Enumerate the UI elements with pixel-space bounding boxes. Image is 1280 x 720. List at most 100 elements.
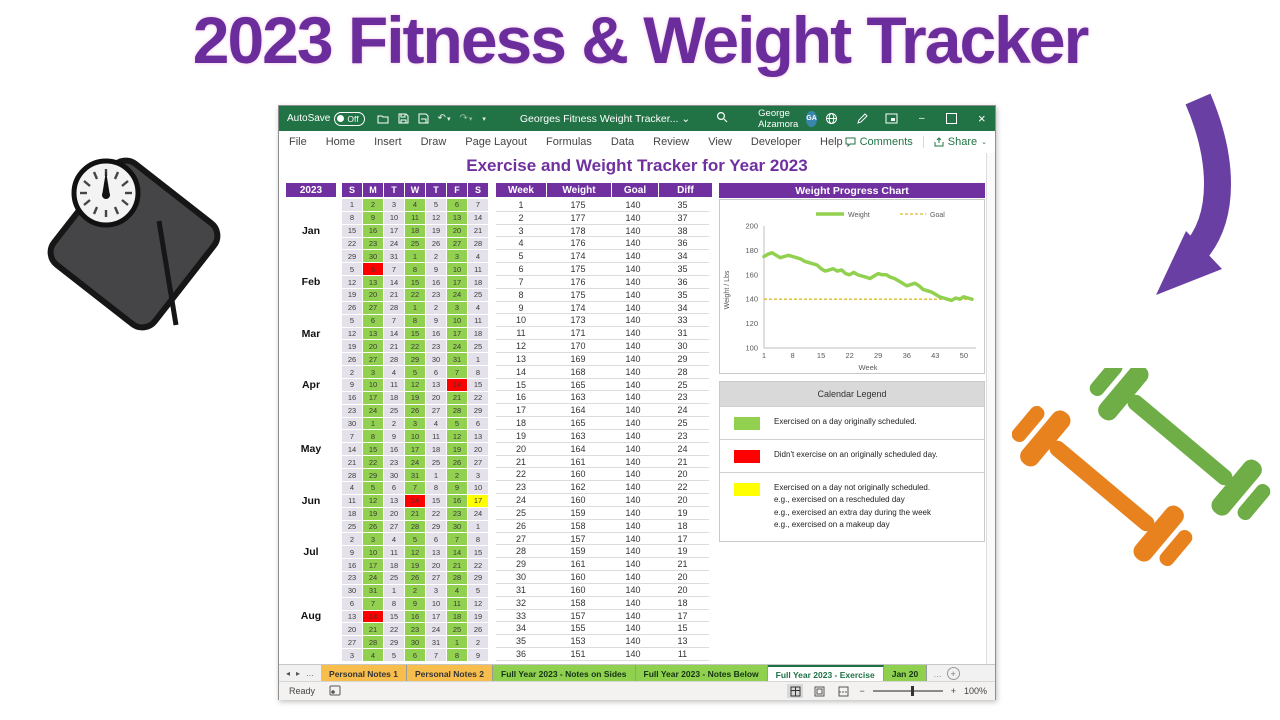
calendar-day-cell[interactable]: 27 bbox=[342, 636, 362, 649]
table-cell[interactable]: 178 bbox=[546, 225, 610, 238]
pencil-icon[interactable] bbox=[847, 106, 877, 131]
table-cell[interactable]: 21 bbox=[656, 456, 709, 469]
calendar-day-cell[interactable]: 14 bbox=[468, 211, 488, 224]
calendar-day-cell[interactable]: 13 bbox=[384, 494, 404, 507]
calendar-day-cell[interactable]: 16 bbox=[447, 494, 467, 507]
table-cell[interactable]: 21 bbox=[496, 456, 546, 469]
ribbon-tab-data[interactable]: Data bbox=[610, 136, 635, 148]
calendar-day-cell[interactable]: 22 bbox=[342, 237, 362, 250]
calendar-day-cell[interactable]: 4 bbox=[468, 250, 488, 263]
table-cell[interactable]: 140 bbox=[610, 430, 656, 443]
calendar-day-cell[interactable]: 9 bbox=[447, 481, 467, 494]
calendar-day-cell[interactable]: 11 bbox=[384, 546, 404, 559]
calendar-day-cell[interactable]: 8 bbox=[468, 366, 488, 379]
table-cell[interactable]: 36 bbox=[656, 276, 709, 289]
table-cell[interactable]: 158 bbox=[546, 597, 610, 610]
calendar-day-cell[interactable]: 14 bbox=[384, 276, 404, 289]
table-cell[interactable]: 13 bbox=[496, 353, 546, 366]
calendar-day-cell[interactable]: 10 bbox=[447, 263, 467, 276]
table-cell[interactable]: 140 bbox=[610, 212, 656, 225]
undo-icon[interactable]: ↶▾ bbox=[437, 113, 451, 124]
table-cell[interactable]: 157 bbox=[546, 533, 610, 546]
calendar-day-cell[interactable]: 10 bbox=[468, 481, 488, 494]
table-cell[interactable]: 30 bbox=[656, 340, 709, 353]
calendar-day-cell[interactable]: 7 bbox=[447, 366, 467, 379]
calendar-day-cell[interactable]: 9 bbox=[342, 379, 362, 391]
page-layout-view-icon[interactable] bbox=[811, 684, 827, 698]
table-cell[interactable]: 9 bbox=[496, 302, 546, 315]
calendar-day-cell[interactable]: 30 bbox=[405, 636, 425, 649]
calendar-day-cell[interactable]: 22 bbox=[405, 340, 425, 353]
calendar-day-cell[interactable]: 30 bbox=[342, 584, 362, 597]
calendar-day-cell[interactable]: 21 bbox=[447, 391, 467, 404]
calendar-day-cell[interactable]: 27 bbox=[468, 456, 488, 469]
calendar-day-cell[interactable]: 18 bbox=[384, 391, 404, 404]
table-cell[interactable]: 140 bbox=[610, 584, 656, 597]
table-cell[interactable]: 140 bbox=[610, 199, 656, 212]
calendar-day-cell[interactable]: 30 bbox=[384, 469, 404, 481]
table-cell[interactable]: 22 bbox=[656, 481, 709, 495]
vertical-scrollbar[interactable] bbox=[986, 153, 995, 664]
calendar-day-cell[interactable]: 20 bbox=[426, 391, 446, 404]
calendar-day-cell[interactable]: 8 bbox=[405, 314, 425, 327]
calendar-day-cell[interactable]: 9 bbox=[342, 546, 362, 559]
table-cell[interactable]: 31 bbox=[496, 584, 546, 597]
calendar-day-cell[interactable]: 5 bbox=[342, 314, 362, 327]
calendar-day-cell[interactable]: 4 bbox=[405, 199, 425, 211]
table-cell[interactable]: 140 bbox=[610, 353, 656, 366]
zoom-in-button[interactable]: + bbox=[950, 686, 956, 696]
calendar-day-cell[interactable]: 23 bbox=[405, 623, 425, 636]
zoom-slider-thumb[interactable] bbox=[910, 686, 914, 696]
table-cell[interactable]: 175 bbox=[546, 289, 610, 302]
calendar-day-cell[interactable]: 10 bbox=[363, 546, 383, 559]
calendar-day-cell[interactable]: 12 bbox=[405, 379, 425, 391]
calendar-day-cell[interactable]: 17 bbox=[426, 610, 446, 623]
calendar-day-cell[interactable]: 24 bbox=[384, 237, 404, 250]
table-cell[interactable]: 175 bbox=[546, 199, 610, 212]
calendar-day-cell[interactable]: 26 bbox=[468, 623, 488, 636]
calendar-day-cell[interactable]: 18 bbox=[405, 224, 425, 237]
table-cell[interactable]: 17 bbox=[656, 610, 709, 623]
calendar-day-cell[interactable]: 2 bbox=[384, 417, 404, 430]
sheet-tab-jan-20[interactable]: Jan 20 bbox=[883, 665, 928, 682]
calendar-day-cell[interactable]: 22 bbox=[468, 559, 488, 571]
calendar-day-cell[interactable]: 11 bbox=[426, 430, 446, 443]
table-cell[interactable]: 4 bbox=[496, 237, 546, 251]
calendar-day-cell[interactable]: 28 bbox=[384, 353, 404, 366]
calendar-day-cell[interactable]: 27 bbox=[363, 301, 383, 314]
calendar-day-cell[interactable]: 6 bbox=[384, 481, 404, 494]
table-cell[interactable]: 140 bbox=[610, 648, 656, 661]
table-cell[interactable]: 140 bbox=[610, 289, 656, 302]
calendar-day-cell[interactable]: 20 bbox=[384, 507, 404, 520]
calendar-day-cell[interactable]: 28 bbox=[447, 404, 467, 417]
table-cell[interactable]: 140 bbox=[610, 456, 656, 469]
calendar-day-cell[interactable]: 2 bbox=[447, 469, 467, 481]
table-cell[interactable]: 25 bbox=[496, 507, 546, 520]
calendar-day-cell[interactable]: 2 bbox=[468, 636, 488, 649]
tab-scroll-left-icon[interactable]: ◂ bbox=[286, 669, 291, 678]
calendar-day-cell[interactable]: 9 bbox=[426, 314, 446, 327]
table-cell[interactable]: 18 bbox=[496, 417, 546, 430]
zoom-out-button[interactable]: − bbox=[859, 686, 865, 696]
calendar-day-cell[interactable]: 9 bbox=[405, 597, 425, 610]
calendar-day-cell[interactable]: 6 bbox=[447, 199, 467, 211]
qat-customize-icon[interactable]: ▾ bbox=[482, 115, 486, 123]
table-cell[interactable]: 160 bbox=[546, 468, 610, 482]
calendar-day-cell[interactable]: 19 bbox=[342, 340, 362, 353]
calendar-day-cell[interactable]: 14 bbox=[447, 546, 467, 559]
save-icon[interactable] bbox=[398, 113, 409, 124]
table-cell[interactable]: 12 bbox=[496, 340, 546, 353]
table-cell[interactable]: 31 bbox=[656, 327, 709, 341]
calendar-day-cell[interactable]: 28 bbox=[342, 469, 362, 481]
calendar-day-cell[interactable]: 29 bbox=[342, 250, 362, 263]
calendar-day-cell[interactable]: 17 bbox=[363, 391, 383, 404]
tab-scroll-right-icon[interactable]: ▸ bbox=[296, 669, 301, 678]
calendar-day-cell[interactable]: 16 bbox=[342, 559, 362, 571]
calendar-day-cell[interactable]: 13 bbox=[342, 610, 362, 623]
table-cell[interactable]: 7 bbox=[496, 276, 546, 289]
calendar-day-cell[interactable]: 23 bbox=[342, 404, 362, 417]
table-cell[interactable]: 15 bbox=[656, 622, 709, 636]
calendar-day-cell[interactable]: 26 bbox=[447, 456, 467, 469]
calendar-day-cell[interactable]: 12 bbox=[426, 211, 446, 224]
table-cell[interactable]: 168 bbox=[546, 366, 610, 379]
